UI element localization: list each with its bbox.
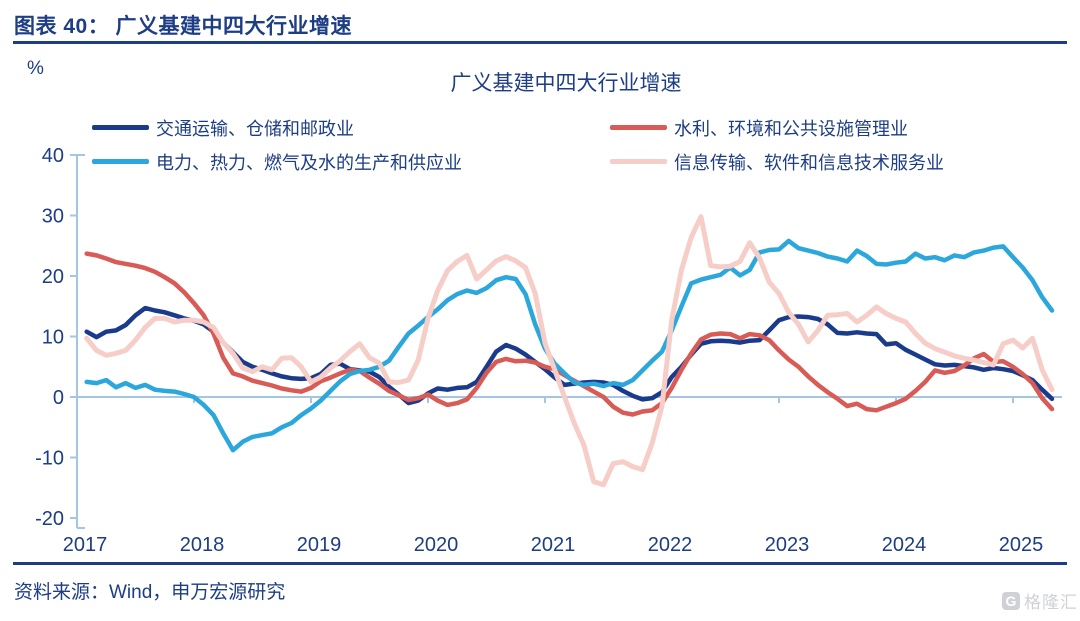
x-tick-label: 2021: [531, 534, 576, 556]
figure-caption: 图表 40： 广义基建中四大行业增速: [14, 15, 353, 38]
info-line-swatch: [610, 159, 667, 164]
x-tick-label: 2022: [648, 534, 693, 556]
legend-item-transport: 交通运输、仓储和邮政业: [92, 115, 610, 140]
x-tick-label: 2018: [180, 534, 225, 556]
gelonghui-logo-icon: G: [1002, 591, 1020, 610]
legend-item-water: 水利、环境和公共设施管理业: [610, 115, 1042, 140]
x-tick-label: 2023: [765, 534, 810, 556]
y-tick-label: -10: [35, 448, 64, 470]
figure-bottom-rule: [13, 562, 1067, 565]
y-axis-unit-label: %: [27, 58, 44, 79]
gelonghui-watermark: G 格隆汇: [1002, 588, 1078, 613]
power-line-swatch: [92, 159, 149, 164]
chart-legend: 交通运输、仓储和邮政业 水利、环境和公共设施管理业 电力、热力、燃气及水的生产和…: [92, 115, 1042, 174]
series-line-power: [84, 238, 1055, 453]
legend-item-info: 信息传输、软件和信息技术服务业: [610, 149, 1042, 174]
source-note: 资料来源：Wind，申万宏源研究: [14, 582, 286, 603]
y-tick-label: 40: [42, 145, 64, 167]
legend-item-power: 电力、热力、燃气及水的生产和供应业: [92, 149, 610, 174]
x-tick-label: 2020: [414, 534, 459, 556]
x-tick-label: 2019: [297, 534, 342, 556]
x-tick-label: 2024: [882, 534, 927, 556]
y-tick-label: 20: [42, 266, 64, 288]
series-line-transport: [84, 305, 1055, 406]
y-tick-label: 0: [53, 387, 64, 409]
legend-label: 信息传输、软件和信息技术服务业: [674, 152, 944, 173]
chart-title: 广义基建中四大行业增速: [450, 72, 682, 95]
x-tick-label: 2017: [63, 534, 108, 556]
watermark-label: 格隆汇: [1024, 593, 1078, 612]
legend-label: 水利、环境和公共设施管理业: [674, 118, 908, 139]
water-line-swatch: [610, 125, 667, 130]
x-axis-zero-line: 2017 2018 2019 2020 2021 2022 2023 2024 2025: [63, 396, 1062, 556]
y-axis: 40 30 20 10 0 -10 -20: [35, 145, 85, 530]
transport-line-swatch: [92, 125, 149, 130]
series-line-info: [84, 214, 1055, 488]
caption-underline: [13, 41, 1067, 44]
legend-label: 电力、热力、燃气及水的生产和供应业: [156, 152, 462, 173]
y-tick-label: -20: [35, 508, 64, 530]
y-tick-label: 10: [42, 327, 64, 349]
series-line-water: [84, 251, 1055, 417]
y-tick-label: 30: [42, 206, 64, 228]
legend-label: 交通运输、仓储和邮政业: [156, 118, 354, 139]
x-tick-label: 2025: [999, 534, 1044, 556]
